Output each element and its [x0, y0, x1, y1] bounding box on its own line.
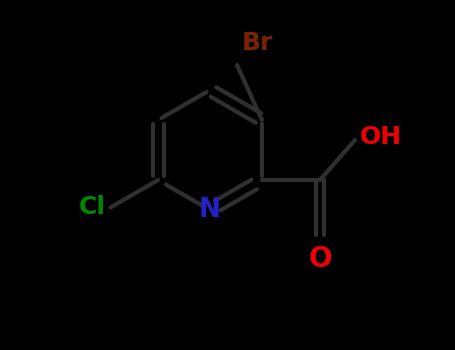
Text: N: N [199, 197, 221, 223]
Text: Cl: Cl [78, 196, 106, 219]
Text: O: O [308, 245, 332, 273]
Text: OH: OH [360, 125, 402, 149]
Text: Br: Br [242, 31, 273, 55]
